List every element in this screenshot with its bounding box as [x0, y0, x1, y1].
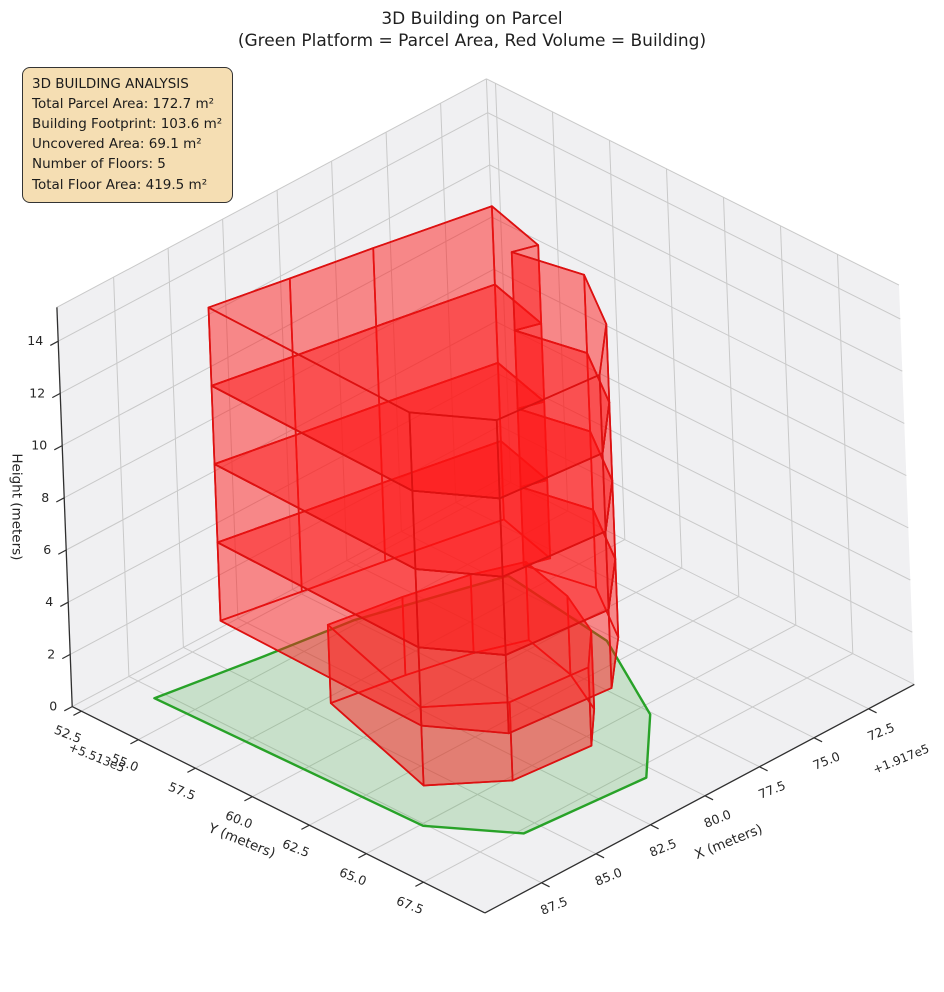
floor-5-top — [207, 205, 608, 421]
x-tick-label: 80.0 — [702, 806, 733, 830]
y-tick-label: 57.5 — [166, 779, 197, 803]
x-axis-offset-text: +1.917e5 — [871, 741, 931, 776]
z-tick-label: 0 — [49, 699, 57, 714]
x-tick-label: 87.5 — [538, 893, 569, 917]
floor-2-side — [417, 646, 510, 735]
analysis-stat-line: Building Footprint: 103.6 m² — [32, 116, 223, 133]
floor-1-top — [326, 560, 593, 709]
analysis-stat-line: Total Parcel Area: 172.7 m² — [32, 96, 215, 113]
building-volume — [207, 205, 620, 787]
grid-lines — [56, 78, 915, 884]
z-tick-label: 4 — [45, 594, 53, 609]
chart-title-line1: 3D Building on Parcel — [381, 9, 563, 29]
building-analysis-box: 3D BUILDING ANALYSIS Total Parcel Area: … — [22, 67, 234, 203]
floor-5-side — [408, 411, 501, 500]
y-axis-offset-text: +5.513e5 — [67, 740, 127, 775]
x-tick-label: 82.5 — [647, 835, 678, 859]
x-tick-label: 77.5 — [756, 777, 787, 801]
x-axis-label: X (meters) — [692, 821, 764, 863]
analysis-stat-line: Number of Floors: 5 — [32, 156, 166, 173]
z-tick-label: 6 — [43, 542, 51, 557]
building-analysis-lines: Total Parcel Area: 172.7 m² Building Foot… — [32, 94, 222, 195]
z-tick-label: 2 — [47, 646, 55, 661]
pane-floor — [72, 478, 915, 913]
chart-title: 3D Building on Parcel (Green Platform = … — [0, 8, 944, 53]
y-tick-label: 65.0 — [337, 864, 368, 888]
pane-right-wall — [486, 78, 915, 685]
analysis-stat-line: Uncovered Area: 69.1 m² — [32, 136, 202, 153]
x-tick-label: 75.0 — [811, 748, 842, 772]
floor-4-side — [411, 489, 504, 578]
z-tick-label: 8 — [41, 490, 49, 505]
building-analysis-title: 3D BUILDING ANALYSIS — [32, 76, 189, 92]
z-tick-label: 12 — [29, 385, 45, 400]
z-tick-label: 10 — [31, 438, 47, 453]
x-tick-label: 72.5 — [865, 719, 896, 743]
z-tick-label: 14 — [27, 333, 43, 348]
chart-title-line2: (Green Platform = Parcel Area, Red Volum… — [237, 31, 707, 52]
z-axis-label: Height (meters) — [9, 453, 25, 560]
y-tick-label: 62.5 — [280, 836, 311, 860]
analysis-stat-line: Total Floor Area: 419.5 m² — [32, 176, 208, 193]
y-tick-label: 67.5 — [394, 893, 425, 917]
x-tick-label: 85.0 — [593, 864, 624, 888]
floor-3-side — [414, 568, 507, 656]
